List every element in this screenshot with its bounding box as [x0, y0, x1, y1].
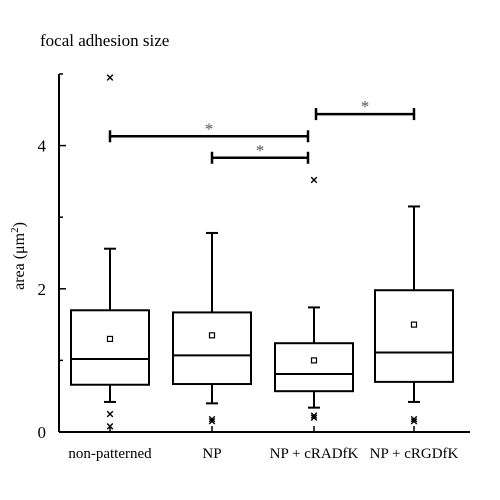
mean-marker — [310, 357, 318, 364]
box-iqr — [172, 311, 252, 386]
y-tick-label: 4 — [38, 137, 47, 156]
box-iqr — [374, 289, 454, 383]
y-axis-label-superscript: 2 — [9, 227, 21, 233]
x-tick-label: NP + cRGDfK — [370, 446, 459, 462]
y-axis-label-close: ) — [11, 222, 28, 227]
box-iqr — [70, 309, 150, 386]
outlier-point — [208, 417, 216, 425]
x-tick-label: non-patterned — [68, 446, 152, 462]
outlier-point — [310, 414, 318, 421]
outlier-point — [310, 176, 318, 184]
significance-asterisk: * — [205, 119, 214, 138]
mean-marker — [208, 332, 216, 339]
outlier-point — [208, 415, 216, 423]
y-axis-label-main: area (μm — [11, 232, 28, 290]
mean-marker — [106, 335, 114, 343]
outlier-point — [106, 410, 114, 418]
plot-area: 0 2 4 non-patterned NP NP + cRADfK NP + cRGDfK… — [38, 73, 470, 462]
box-iqr — [274, 342, 354, 393]
outlier-point — [410, 417, 418, 425]
y-tick-label: 2 — [38, 280, 47, 299]
y-axis-label: area (μm2) — [9, 222, 28, 290]
chart-title: focal adhesion size — [40, 31, 169, 50]
x-tick-label: NP — [202, 446, 221, 462]
outlier-point — [410, 415, 418, 423]
significance-asterisk: * — [361, 97, 370, 116]
x-tick-label: NP + cRADfK — [270, 446, 359, 462]
significance-asterisk: * — [256, 141, 265, 160]
mean-marker — [410, 321, 418, 328]
outlier-point — [106, 74, 114, 81]
outlier-point — [310, 412, 318, 419]
y-tick-label: 0 — [38, 423, 47, 442]
outlier-point — [106, 422, 114, 430]
